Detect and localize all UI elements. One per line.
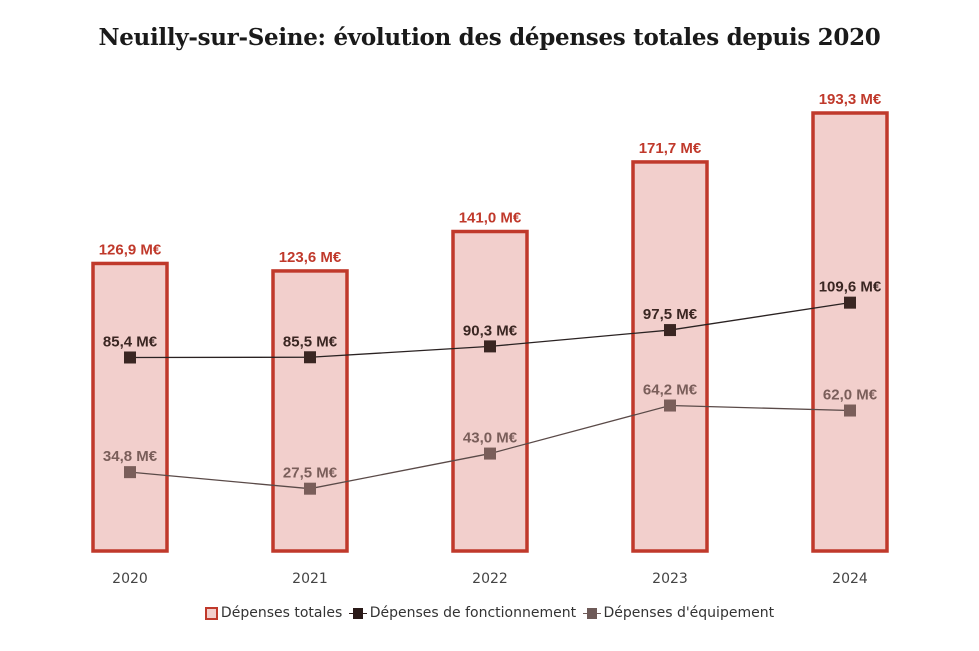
bar-label-2022: 141,0 M€	[459, 210, 522, 227]
point-label-equipement-2022: 43,0 M€	[463, 430, 518, 447]
bar-2023	[631, 160, 709, 553]
point-equipement-2020	[124, 466, 136, 479]
legend-label-equipement: Dépenses d'équipement	[603, 605, 775, 621]
legend-label-fonctionnement: Dépenses de fonctionnement	[369, 605, 577, 621]
point-equipement-2021	[304, 482, 316, 495]
legend-item-equipement[interactable]: Dépenses d'équipement	[582, 605, 775, 621]
point-label-equipement-2023: 64,2 M€	[643, 382, 698, 399]
x-tick-2020: 2020	[112, 571, 148, 587]
point-label-fonctionnement-2024: 109,6 M€	[819, 279, 882, 296]
x-tick-2022: 2022	[472, 571, 508, 587]
legend-label-totales: Dépenses totales	[220, 605, 343, 621]
point-label-equipement-2021: 27,5 M€	[283, 465, 338, 482]
point-equipement-2023	[664, 399, 676, 412]
bar-label-2021: 123,6 M€	[279, 249, 342, 266]
legend-swatch-equipement	[582, 607, 601, 620]
bar-2020	[91, 261, 169, 553]
point-fonctionnement-2023	[664, 324, 676, 337]
legend-swatch-totales	[204, 606, 218, 620]
point-fonctionnement-2021	[304, 351, 316, 364]
point-label-fonctionnement-2022: 90,3 M€	[463, 322, 518, 339]
bar-label-2020: 126,9 M€	[99, 241, 162, 258]
bar-2022	[451, 229, 529, 553]
chart-canvas: 126,9 M€ 123,6 M€ 141,0 M€ 171,7 M€ 193,3 M€…	[91, 91, 889, 587]
point-equipement-2022	[484, 447, 496, 460]
point-fonctionnement-2020	[124, 351, 136, 364]
x-tick-2023: 2023	[652, 571, 688, 587]
legend: Dépenses totales Dépenses de fonctionnem…	[0, 605, 979, 624]
point-label-fonctionnement-2020: 85,4 M€	[103, 333, 158, 350]
point-fonctionnement-2022	[484, 340, 496, 353]
point-label-fonctionnement-2021: 85,5 M€	[283, 333, 338, 350]
point-fonctionnement-2024	[844, 296, 856, 309]
bar-label-2023: 171,7 M€	[639, 140, 702, 157]
x-tick-2024: 2024	[832, 571, 868, 587]
legend-item-fonctionnement[interactable]: Dépenses de fonctionnement	[348, 605, 577, 621]
bar-label-2024: 193,3 M€	[819, 91, 882, 108]
point-label-fonctionnement-2023: 97,5 M€	[643, 306, 698, 323]
point-label-equipement-2024: 62,0 M€	[823, 387, 878, 404]
point-equipement-2024	[844, 404, 856, 417]
bar-2021	[271, 269, 349, 553]
chart-title: Neuilly-sur-Seine: évolution des dépense…	[98, 24, 881, 51]
legend-swatch-fonctionnement	[348, 607, 367, 620]
point-label-equipement-2020: 34,8 M€	[103, 448, 158, 465]
x-tick-2021: 2021	[292, 571, 328, 587]
legend-item-totales[interactable]: Dépenses totales	[204, 605, 343, 621]
bar-2024	[811, 111, 889, 553]
